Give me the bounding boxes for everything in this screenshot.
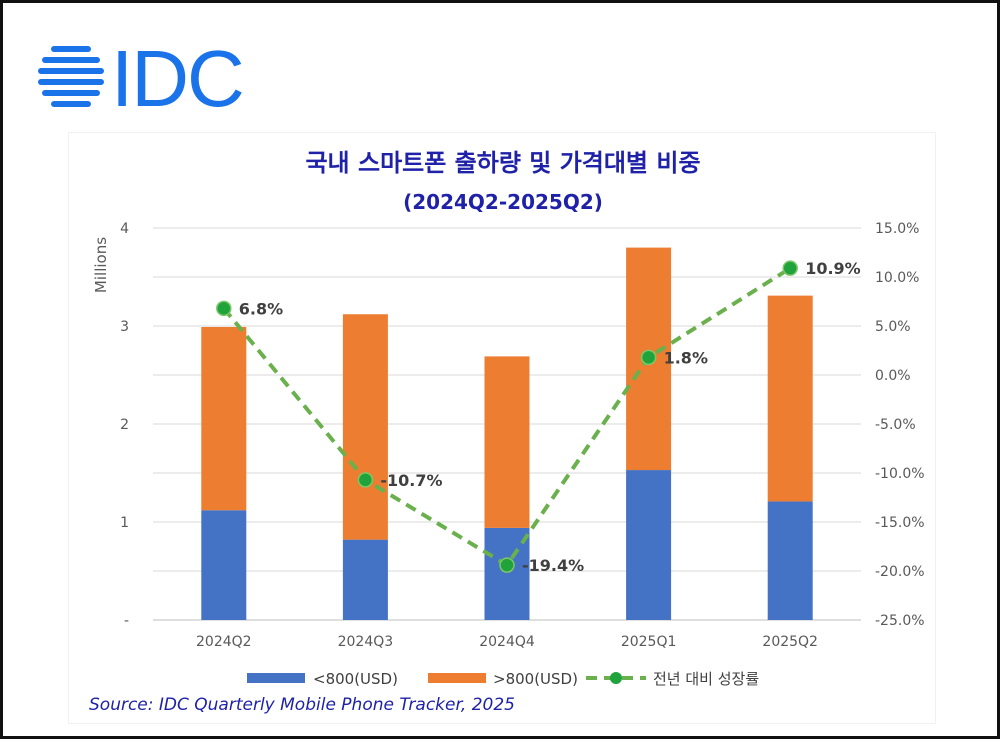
left-axis-tick-label: 1 (120, 515, 129, 531)
right-axis-tick-label: -10.0% (875, 466, 925, 482)
left-axis-tick-label: 4 (120, 221, 129, 237)
idc-logo-globe (38, 46, 104, 107)
y-axis-label: Millions (92, 237, 110, 293)
shipment-chart: 국내 스마트폰 출하량 및 가격대별 비중(2024Q2-2025Q2)-25.… (92, 149, 925, 688)
legend-marker-growth (610, 672, 622, 684)
bar-under-800 (201, 510, 247, 620)
left-axis-tick-label: 2 (120, 417, 129, 433)
growth-data-label: 1.8% (664, 348, 708, 367)
left-axis-tick-label: 3 (120, 319, 129, 335)
right-axis-tick-label: -25.0% (875, 613, 925, 629)
growth-point (782, 260, 798, 276)
growth-point (499, 557, 515, 573)
growth-data-label: -10.7% (380, 471, 442, 490)
bar-under-800 (342, 539, 388, 620)
x-axis-tick-label: 2024Q3 (338, 634, 394, 650)
x-axis-tick-label: 2024Q2 (196, 634, 252, 650)
bar-over-800 (201, 326, 247, 511)
growth-point (357, 472, 374, 488)
growth-point (640, 349, 657, 366)
idc-logo-text: IDC (111, 39, 243, 111)
source-note: Source: IDC Quarterly Mobile Phone Track… (89, 695, 515, 715)
x-axis-tick-label: 2025Q1 (621, 634, 677, 650)
right-axis-tick-label: 0.0% (875, 368, 911, 384)
growth-data-label: 10.9% (805, 259, 861, 278)
x-axis-tick-label: 2024Q4 (479, 634, 535, 650)
legend-label-growth: 전년 대비 성장률 (653, 670, 759, 688)
bar-under-800 (767, 501, 813, 620)
right-axis-tick-label: -15.0% (875, 515, 925, 531)
x-axis-tick-label: 2025Q2 (762, 634, 818, 650)
legend-label-under-800: <800(USD) (313, 670, 398, 688)
right-axis-tick-label: -20.0% (875, 564, 925, 580)
legend-label-over-800: >800(USD) (493, 670, 578, 688)
right-axis-tick-label: 10.0% (875, 270, 919, 286)
growth-data-label: -19.4% (522, 556, 584, 575)
legend-swatch-over-800 (428, 673, 486, 683)
bar-over-800 (767, 295, 813, 502)
bar-over-800 (342, 314, 388, 540)
bar-over-800 (484, 356, 530, 528)
bar-under-800 (626, 470, 672, 620)
chart-subtitle: (2024Q2-2025Q2) (403, 190, 603, 214)
right-axis-tick-label: -5.0% (875, 417, 916, 433)
left-axis-tick-label: - (124, 613, 129, 629)
right-axis-tick-label: 15.0% (875, 221, 919, 237)
chart-title: 국내 스마트폰 출하량 및 가격대별 비중 (305, 149, 700, 177)
growth-data-label: 6.8% (239, 299, 283, 318)
idc-logo: IDC (38, 39, 245, 111)
growth-point (216, 300, 232, 317)
right-axis-tick-label: 5.0% (875, 319, 911, 335)
legend-swatch-under-800 (247, 673, 305, 683)
